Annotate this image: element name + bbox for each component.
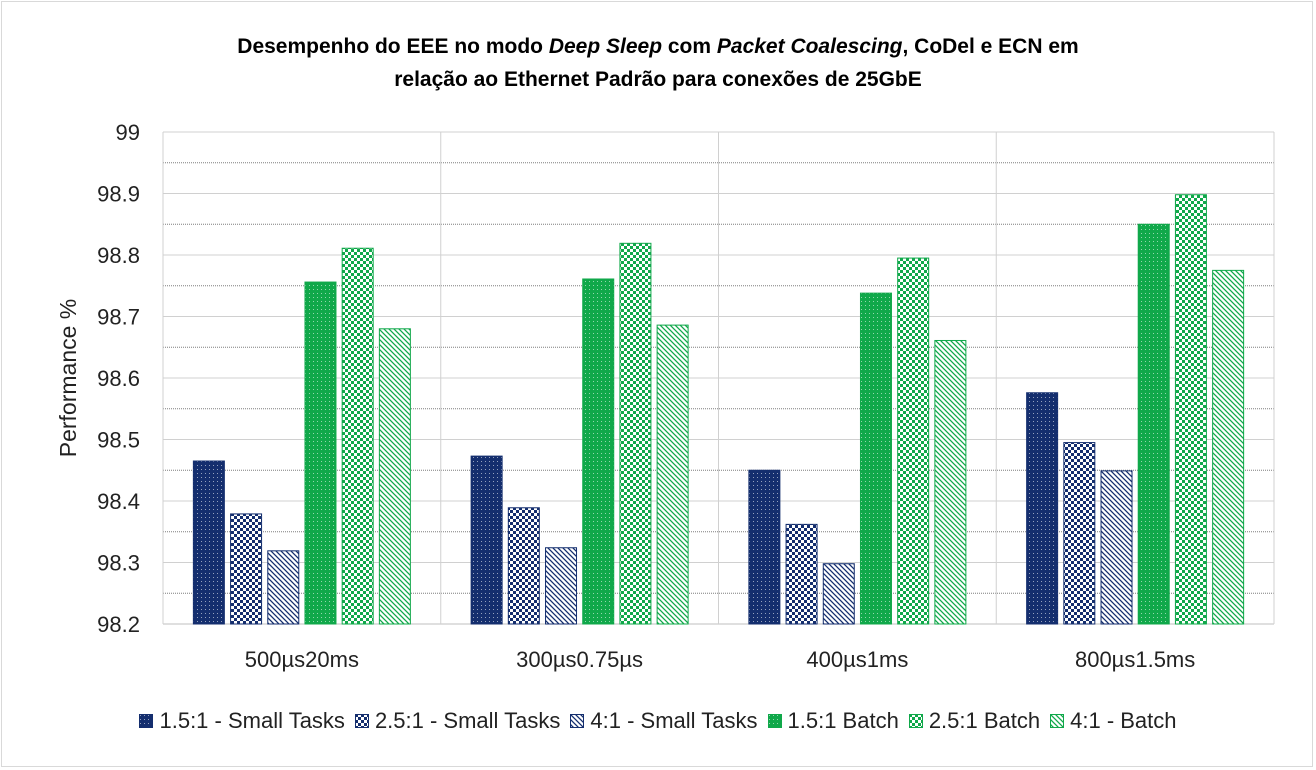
x-tick-label: 800µs1.5ms (1075, 647, 1195, 672)
legend-swatch (139, 714, 154, 728)
x-tick-labels: 500µs20ms 300µs0.75µs 400µs1ms 800µs1.5ms (245, 647, 1195, 672)
chart-title-line: Desempenho do EEE no modo Deep Sleep com… (0, 30, 1316, 63)
chart-title-segment: Deep Sleep (548, 35, 663, 58)
y-tick-label: 98.3 (97, 551, 140, 576)
legend-label: 2.5:1 - Small Tasks (374, 708, 561, 733)
y-tick-label: 98.8 (97, 243, 140, 268)
y-tick-label: 98.2 (97, 612, 140, 637)
legend-item: 4:1 - Small Tasks (570, 708, 758, 734)
chart-title-line: relação ao Ethernet Padrão para conexões… (0, 63, 1316, 96)
chart-title-segment: com (662, 35, 717, 58)
bars (192, 194, 1245, 625)
bar (267, 550, 300, 625)
bar (192, 460, 225, 625)
y-tick-label: 98.6 (97, 366, 140, 391)
legend-swatch (767, 714, 782, 728)
y-axis-label: Performance % (55, 299, 81, 458)
bar (934, 339, 967, 625)
chart-title-segment: Packet Coalescing (716, 35, 903, 58)
bar (507, 507, 540, 625)
bar (1026, 392, 1059, 625)
legend-label: 1.5:1 - Small Tasks (159, 708, 345, 733)
bar (1137, 223, 1170, 625)
legend-item: 1.5:1 Batch (767, 708, 899, 734)
chart-title-segment: Desempenho do EEE no modo (237, 35, 549, 58)
legend-label: 4:1 - Small Tasks (590, 708, 758, 733)
x-tick-label: 500µs20ms (245, 647, 359, 672)
legend-label: 4:1 - Batch (1070, 708, 1177, 733)
bar (897, 257, 930, 625)
bar (341, 247, 374, 625)
bar (1212, 269, 1245, 625)
y-tick-label: 99 (116, 120, 140, 145)
bar (859, 292, 892, 625)
legend-label: 1.5:1 Batch (787, 708, 899, 733)
bar (470, 455, 503, 625)
chart-title-segment: , CoDel e ECN em (902, 35, 1079, 58)
bar (230, 513, 263, 625)
bar (785, 523, 818, 625)
legend-item: 2.5:1 Batch (908, 708, 1041, 734)
y-tick-label: 98.5 (97, 428, 140, 453)
bar (304, 281, 337, 625)
bar (822, 563, 855, 625)
x-tick-label: 300µs0.75µs (516, 647, 643, 672)
legend-item: 4:1 - Batch (1050, 708, 1177, 734)
legend-item: 1.5:1 - Small Tasks (139, 708, 345, 734)
bar (1100, 470, 1133, 625)
x-tick-label: 400µs1ms (806, 647, 908, 672)
bar (656, 324, 689, 625)
y-tick-label: 98.9 (97, 182, 140, 207)
legend-swatch (908, 714, 923, 728)
y-tick-label: 98.4 (97, 489, 140, 514)
chart-title-segment: relação ao Ethernet Padrão para conexões… (394, 68, 922, 91)
chart-title: Desempenho do EEE no modo Deep Sleep com… (0, 30, 1316, 96)
legend-swatch (1050, 714, 1065, 728)
legend-item: 2.5:1 - Small Tasks (354, 708, 561, 734)
legend-label: 2.5:1 Batch (928, 708, 1041, 733)
legend: 1.5:1 - Small Tasks 2.5:1 - Small Tasks 4:… (0, 706, 1316, 736)
bar (582, 278, 615, 625)
legend-swatch (354, 714, 369, 728)
bar (619, 242, 652, 625)
legend-swatch (570, 714, 585, 728)
bar (545, 547, 578, 625)
bar (1174, 194, 1207, 625)
y-tick-labels: 98.2 98.3 98.4 98.5 98.6 98.7 98.8 98.9 99 (97, 120, 140, 637)
y-tick-label: 98.7 (97, 305, 140, 330)
bar (378, 328, 411, 625)
bar (748, 469, 781, 625)
bar (1063, 442, 1096, 625)
